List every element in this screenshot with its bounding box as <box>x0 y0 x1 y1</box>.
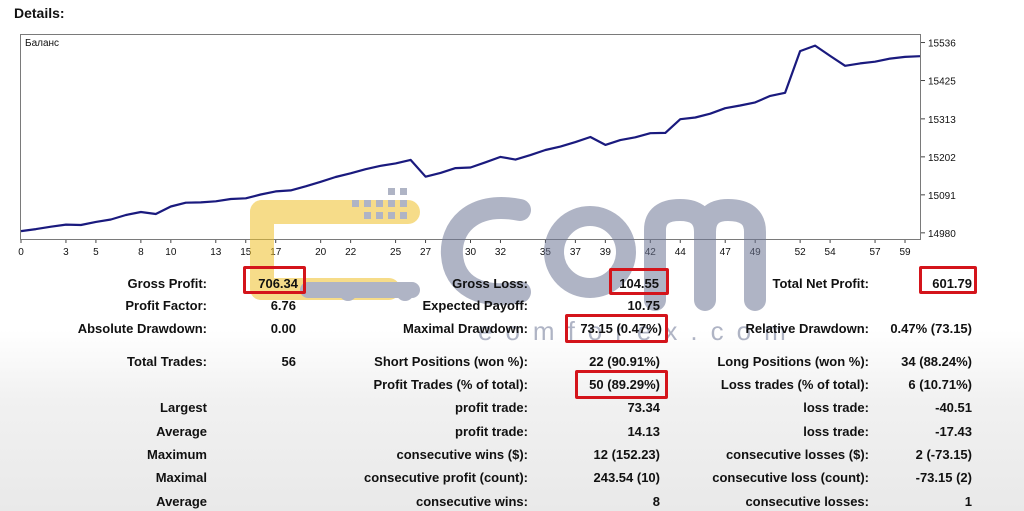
y-tick-label: 15536 <box>928 39 956 50</box>
average-profit-value: 14.13 <box>627 424 660 439</box>
loss-trades-value: 6 (10.71%) <box>908 377 972 392</box>
loss-trades-label: Loss trades (% of total): <box>720 377 869 392</box>
balance-series-line <box>20 44 921 233</box>
x-tick-label: 20 <box>315 247 327 258</box>
largest-profit-label: profit trade: <box>455 400 528 415</box>
long-positions-value: 34 (88.24%) <box>901 354 972 369</box>
avg-consec-wins-label: consecutive wins: <box>416 494 528 509</box>
maximal-consec-profit-value: 243.54 (10) <box>593 470 661 485</box>
maximal-drawdown-label: Maximal Drawdown: <box>403 321 528 336</box>
x-tick-label: 44 <box>675 247 687 258</box>
highlight-gross-loss <box>609 268 669 295</box>
x-tick-label: 30 <box>465 247 477 258</box>
maximal-consec-profit-label: consecutive profit (count): <box>364 470 528 485</box>
profit-factor-label: Profit Factor: <box>125 298 207 313</box>
total-net-profit-label: Total Net Profit: <box>772 276 869 291</box>
x-tick-label: 15 <box>240 247 252 258</box>
largest-loss-value: -40.51 <box>935 400 972 415</box>
short-positions-label: Short Positions (won %): <box>374 354 528 369</box>
average-loss-value: -17.43 <box>935 424 972 439</box>
average-profit-label: profit trade: <box>455 424 528 439</box>
y-tick-label: 15425 <box>928 77 956 88</box>
absolute-drawdown-label: Absolute Drawdown: <box>77 321 207 336</box>
x-tick-label: 42 <box>645 247 657 258</box>
x-tick-label: 3 <box>63 247 69 258</box>
total-trades-value: 56 <box>281 354 296 369</box>
highlight-maximal-drawdown <box>565 314 668 343</box>
x-tick-label: 59 <box>899 247 911 258</box>
details-heading: Details: <box>14 5 65 21</box>
x-tick-label: 17 <box>270 247 282 258</box>
average-label: Average <box>156 424 207 439</box>
max-consec-losses-value: 2 (-73.15) <box>915 447 972 462</box>
max-consec-losses-label: consecutive losses ($): <box>725 447 869 462</box>
x-tick-label: 10 <box>165 247 177 258</box>
total-trades-label: Total Trades: <box>127 354 207 369</box>
highlight-total-net-profit <box>919 266 977 294</box>
maximal-label: Maximal <box>155 470 207 485</box>
average2-label: Average <box>156 494 207 509</box>
y-tick-label: 15313 <box>928 115 956 126</box>
chart-title: Баланс <box>25 38 60 49</box>
x-tick-label: 13 <box>210 247 222 258</box>
gross-profit-value: 706.34 <box>258 276 298 291</box>
x-tick-label: 57 <box>869 247 881 258</box>
total-net-profit-value: 601.79 <box>932 276 972 291</box>
long-positions-label: Long Positions (won %): <box>717 354 869 369</box>
relative-drawdown-value: 0.47% (73.15) <box>890 321 972 336</box>
y-tick-label: 15202 <box>928 153 956 164</box>
x-tick-label: 35 <box>540 247 552 258</box>
x-tick-label: 47 <box>720 247 732 258</box>
max-consec-wins-value: 12 (152.23) <box>593 447 661 462</box>
avg-consec-losses-label: consecutive losses: <box>745 494 869 509</box>
avg-consec-losses-value: 1 <box>964 494 972 509</box>
x-tick-label: 49 <box>750 247 762 258</box>
x-tick-label: 39 <box>600 247 612 258</box>
expected-payoff-value: 10.75 <box>627 298 660 313</box>
max-consec-wins-label: consecutive wins ($): <box>396 447 528 462</box>
gross-loss-label: Gross Loss: <box>452 276 528 291</box>
expected-payoff-label: Expected Payoff: <box>422 298 528 313</box>
profit-factor-value: 6.76 <box>270 298 296 313</box>
y-tick-label: 15091 <box>928 191 956 202</box>
profit-trades-value: 50 (89.29%) <box>589 377 660 392</box>
x-tick-label: 5 <box>93 247 99 258</box>
largest-loss-label: loss trade: <box>803 400 869 415</box>
x-tick-label: 32 <box>495 247 507 258</box>
watermark-wheel-1 <box>339 283 357 301</box>
maximal-drawdown-value: 73.15 (0.47%) <box>580 321 662 336</box>
x-tick-label: 25 <box>390 247 402 258</box>
x-tick-label: 27 <box>420 247 432 258</box>
relative-drawdown-label: Relative Drawdown: <box>745 321 869 336</box>
average-loss-label: loss trade: <box>803 424 869 439</box>
gross-profit-label: Gross Profit: <box>127 276 207 291</box>
y-tick-label: 14980 <box>928 229 956 240</box>
gross-loss-value: 104.55 <box>619 276 659 291</box>
x-tick-label: 0 <box>18 247 24 258</box>
profit-trades-label: Profit Trades (% of total): <box>373 377 528 392</box>
highlight-gross-profit <box>243 266 306 294</box>
short-positions-value: 22 (90.91%) <box>589 354 660 369</box>
x-tick-label: 8 <box>138 247 144 258</box>
x-tick-label: 52 <box>795 247 807 258</box>
largest-profit-value: 73.34 <box>627 400 660 415</box>
maximal-consec-loss-label: consecutive loss (count): <box>712 470 869 485</box>
maximal-consec-loss-value: -73.15 (2) <box>915 470 972 485</box>
avg-consec-wins-value: 8 <box>652 494 660 509</box>
x-tick-label: 54 <box>825 247 837 258</box>
highlight-profit-trades <box>575 370 668 399</box>
x-tick-label: 37 <box>570 247 582 258</box>
maximum-label: Maximum <box>147 447 207 462</box>
x-tick-label: 22 <box>345 247 357 258</box>
absolute-drawdown-value: 0.00 <box>270 321 296 336</box>
largest-label: Largest <box>160 400 207 415</box>
